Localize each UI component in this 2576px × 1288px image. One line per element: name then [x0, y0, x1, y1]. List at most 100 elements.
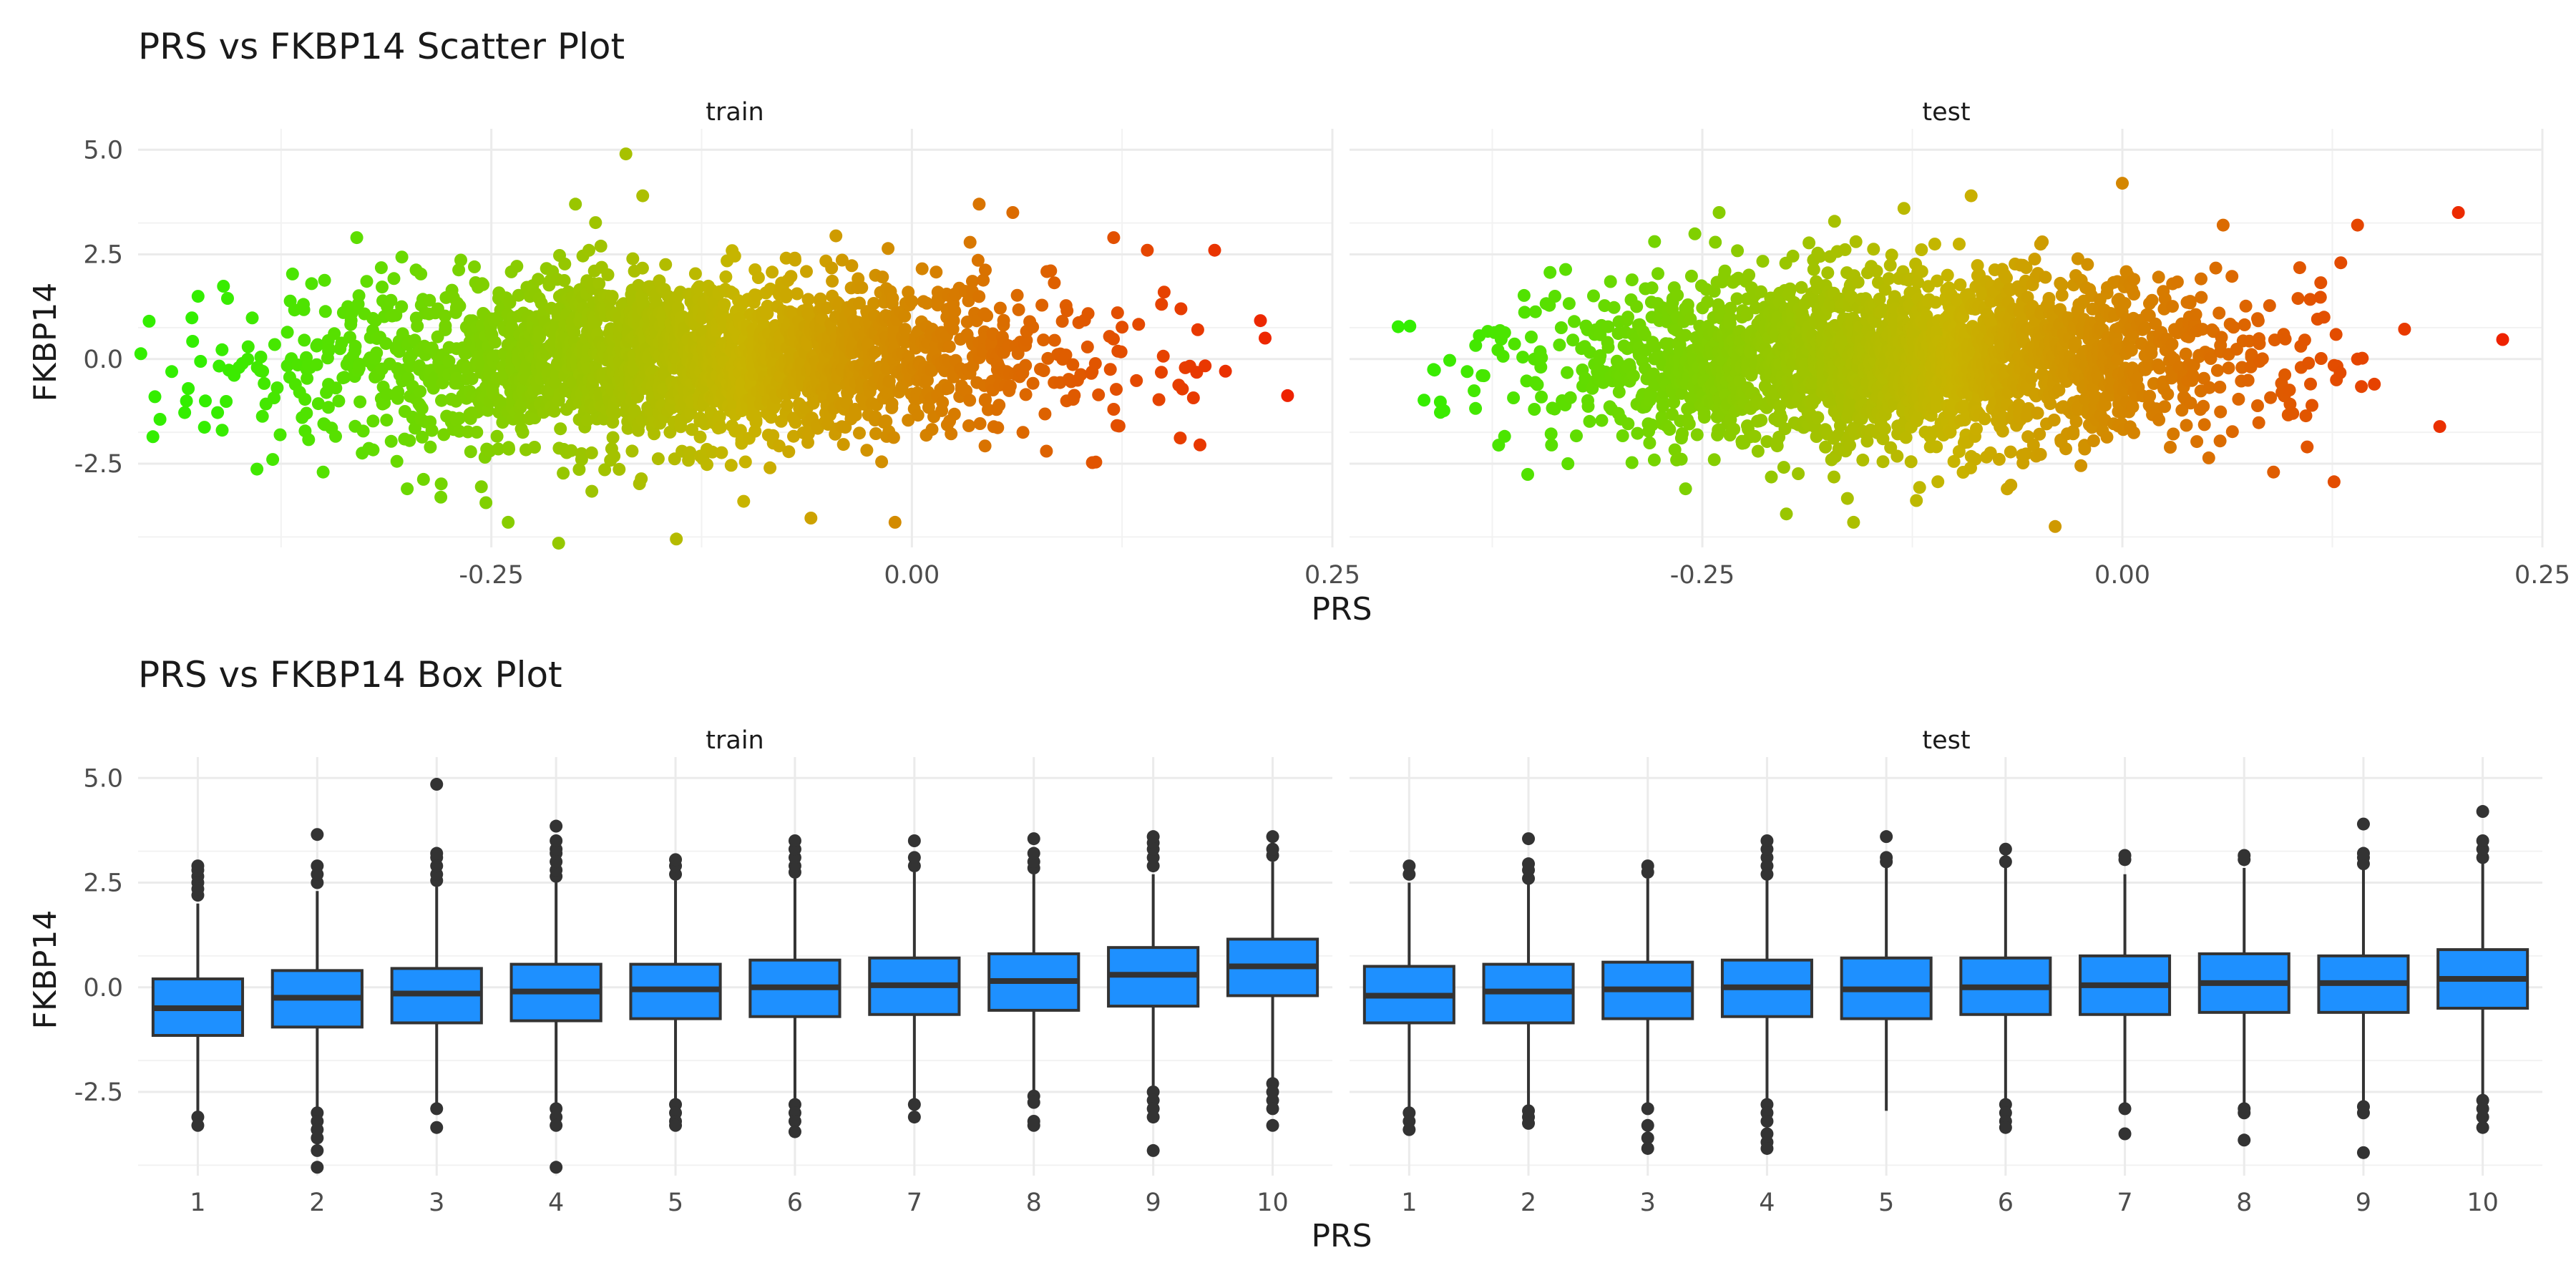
box-outlier: [311, 859, 324, 873]
scatter-strip-test: test: [1922, 98, 1970, 127]
scatter-point: [1114, 345, 1128, 358]
scatter-point: [1930, 440, 1943, 454]
scatter-point: [997, 313, 1010, 327]
scatter-point: [2127, 426, 2140, 439]
scatter-point: [2496, 333, 2509, 346]
scatter-point: [194, 355, 208, 368]
scatter-point: [1645, 281, 1659, 295]
scatter-point: [439, 309, 452, 323]
scatter-point: [979, 263, 992, 277]
scatter-point: [1553, 338, 1566, 352]
scatter-point: [547, 404, 561, 418]
scatter-point: [424, 440, 437, 454]
scatter-y-axis-title: FKBP14: [27, 283, 64, 402]
scatter-point: [888, 515, 902, 529]
scatter-point: [146, 430, 160, 444]
scatter-point: [1671, 288, 1684, 302]
scatter-point: [557, 467, 570, 480]
scatter-point: [572, 463, 586, 476]
scatter-point: [2189, 308, 2202, 321]
scatter-point: [1953, 238, 1966, 251]
scatter-point: [1811, 411, 1825, 424]
scatter-point: [1521, 468, 1534, 481]
scatter-point: [565, 444, 578, 457]
scatter-point: [1507, 391, 1521, 404]
scatter-point: [502, 442, 515, 456]
scatter-point: [403, 434, 416, 447]
scatter-point: [297, 303, 311, 316]
scatter-point: [1756, 255, 1770, 268]
scatter-point: [1621, 311, 1634, 324]
scatter-point: [2225, 270, 2239, 283]
scatter-point: [558, 257, 572, 270]
scatter-point: [452, 411, 466, 425]
scatter-x-tick-label: 0.00: [2094, 561, 2150, 590]
scatter-point: [2118, 297, 2132, 311]
scatter-point: [2197, 399, 2210, 413]
scatter-point: [1690, 428, 1704, 441]
scatter-point: [286, 267, 299, 280]
scatter-point: [1581, 399, 1595, 413]
scatter-point: [1970, 422, 1983, 436]
scatter-point: [496, 416, 509, 429]
scatter-point: [869, 427, 882, 440]
scatter-point: [2004, 445, 2017, 459]
scatter-point: [942, 381, 955, 395]
scatter-point: [1152, 393, 1166, 406]
scatter-point: [806, 396, 820, 410]
scatter-point: [1616, 429, 1629, 442]
scatter-point: [2152, 413, 2166, 426]
scatter-y-tick-label: -2.5: [74, 450, 123, 479]
scatter-point: [1697, 411, 1711, 424]
scatter-point: [353, 395, 367, 409]
scatter-point: [601, 268, 615, 281]
scatter-point: [625, 444, 639, 458]
scatter-point: [925, 423, 939, 436]
scatter-point: [2116, 177, 2129, 190]
scatter-point: [2222, 361, 2235, 375]
scatter-point: [594, 239, 608, 253]
scatter-point: [1587, 289, 1600, 303]
scatter-point: [1543, 265, 1557, 279]
scatter-point: [2291, 292, 2305, 306]
scatter-point: [1535, 390, 1548, 404]
scatter-point: [1915, 265, 1928, 278]
scatter-strip-train: train: [706, 98, 763, 127]
scatter-point: [2055, 288, 2069, 302]
box-strip-train: train: [706, 726, 763, 755]
scatter-point: [701, 458, 713, 472]
scatter-point: [1828, 470, 1840, 484]
scatter-point: [1607, 301, 1621, 314]
scatter-point: [270, 381, 284, 394]
scatter-point: [514, 412, 527, 426]
scatter-point: [737, 494, 751, 508]
scatter-point: [1931, 475, 1945, 489]
scatter-point: [1080, 340, 1094, 353]
scatter-point: [2081, 258, 2094, 271]
scatter-point: [845, 259, 859, 273]
scatter-point: [1707, 453, 1721, 467]
scatter-point: [474, 480, 488, 494]
scatter-point: [1709, 235, 1722, 249]
scatter-point: [416, 472, 430, 486]
scatter-point: [1630, 300, 1644, 313]
scatter-point: [329, 429, 342, 443]
box-outlier: [550, 834, 563, 847]
scatter-point: [713, 421, 727, 434]
scatter-point: [434, 490, 448, 504]
scatter-point: [352, 289, 366, 303]
scatter-point: [2059, 442, 2072, 456]
scatter-point: [2212, 306, 2226, 320]
scatter-point: [1437, 404, 1450, 417]
scatter-point: [503, 296, 517, 309]
scatter-point: [134, 347, 147, 361]
box-strip-test: test: [1922, 726, 1970, 755]
scatter-point: [575, 453, 588, 466]
scatter-point: [1477, 369, 1491, 383]
scatter-point: [804, 512, 818, 525]
scatter-point: [1110, 383, 1123, 396]
scatter-point: [2165, 338, 2179, 351]
scatter-point: [322, 344, 336, 358]
scatter-point: [199, 394, 212, 408]
scatter-point: [1155, 298, 1169, 311]
